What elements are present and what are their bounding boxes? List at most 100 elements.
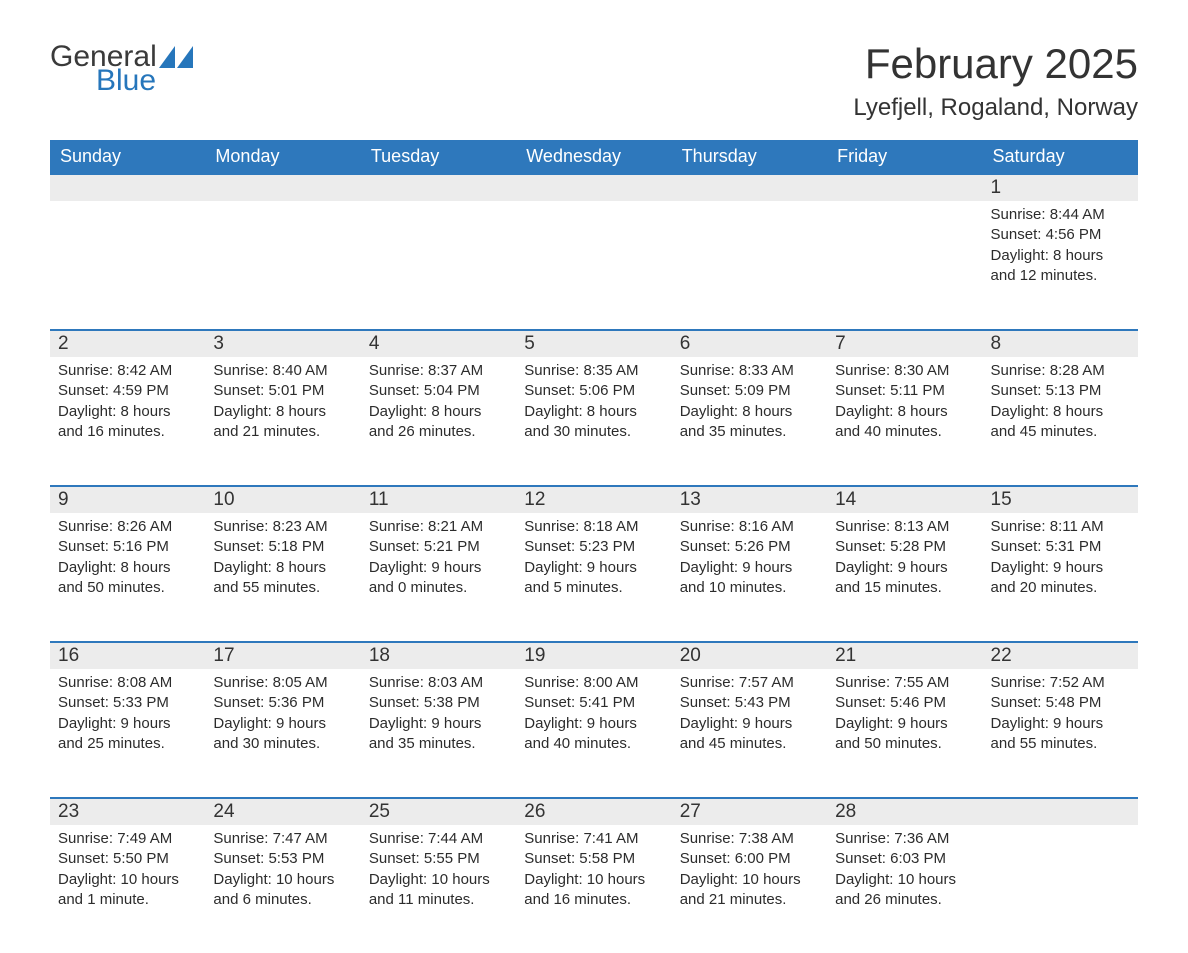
sunrise-text: Sunrise: 8:16 AM [680, 517, 819, 537]
daylight-text: Daylight: 9 hours and 25 minutes. [58, 714, 197, 755]
daylight-text: Daylight: 9 hours and 30 minutes. [213, 714, 352, 755]
day-number: 4 [361, 329, 516, 357]
day-content: Sunrise: 8:26 AMSunset: 5:16 PMDaylight:… [50, 513, 205, 612]
sunset-text: Sunset: 5:33 PM [58, 693, 197, 713]
sunset-text: Sunset: 5:55 PM [369, 849, 508, 869]
daylight-text: Daylight: 9 hours and 45 minutes. [680, 714, 819, 755]
weekday-header: Thursday [672, 140, 827, 173]
day-number [672, 173, 827, 201]
sunrise-text: Sunrise: 8:35 AM [524, 361, 663, 381]
sunrise-text: Sunrise: 8:18 AM [524, 517, 663, 537]
sunset-text: Sunset: 6:00 PM [680, 849, 819, 869]
day-content: Sunrise: 8:13 AMSunset: 5:28 PMDaylight:… [827, 513, 982, 612]
sunrise-text: Sunrise: 8:03 AM [369, 673, 508, 693]
sunset-text: Sunset: 5:16 PM [58, 537, 197, 557]
day-number: 18 [361, 641, 516, 669]
sunrise-text: Sunrise: 8:42 AM [58, 361, 197, 381]
daylight-text: Daylight: 9 hours and 15 minutes. [835, 558, 974, 599]
day-number: 5 [516, 329, 671, 357]
sunrise-text: Sunrise: 8:26 AM [58, 517, 197, 537]
sunrise-text: Sunrise: 7:52 AM [991, 673, 1130, 693]
day-content [983, 825, 1138, 843]
sunrise-text: Sunrise: 8:08 AM [58, 673, 197, 693]
day-number: 7 [827, 329, 982, 357]
day-number: 23 [50, 797, 205, 825]
sunset-text: Sunset: 5:09 PM [680, 381, 819, 401]
day-number: 15 [983, 485, 1138, 513]
day-content: Sunrise: 8:23 AMSunset: 5:18 PMDaylight:… [205, 513, 360, 612]
day-number: 20 [672, 641, 827, 669]
sunset-text: Sunset: 5:23 PM [524, 537, 663, 557]
sunrise-text: Sunrise: 8:21 AM [369, 517, 508, 537]
sunset-text: Sunset: 5:06 PM [524, 381, 663, 401]
daylight-text: Daylight: 9 hours and 35 minutes. [369, 714, 508, 755]
sunset-text: Sunset: 5:36 PM [213, 693, 352, 713]
day-content: Sunrise: 8:37 AMSunset: 5:04 PMDaylight:… [361, 357, 516, 456]
sunrise-text: Sunrise: 8:00 AM [524, 673, 663, 693]
day-number [50, 173, 205, 201]
day-content: Sunrise: 8:21 AMSunset: 5:21 PMDaylight:… [361, 513, 516, 612]
day-number [361, 173, 516, 201]
day-content: Sunrise: 8:11 AMSunset: 5:31 PMDaylight:… [983, 513, 1138, 612]
sunrise-text: Sunrise: 8:11 AM [991, 517, 1130, 537]
day-content: Sunrise: 8:42 AMSunset: 4:59 PMDaylight:… [50, 357, 205, 456]
daylight-text: Daylight: 9 hours and 40 minutes. [524, 714, 663, 755]
daylight-text: Daylight: 8 hours and 12 minutes. [991, 246, 1130, 287]
day-content [516, 201, 671, 219]
daylight-text: Daylight: 10 hours and 21 minutes. [680, 870, 819, 911]
day-content: Sunrise: 8:16 AMSunset: 5:26 PMDaylight:… [672, 513, 827, 612]
daylight-text: Daylight: 10 hours and 11 minutes. [369, 870, 508, 911]
sunset-text: Sunset: 5:01 PM [213, 381, 352, 401]
day-content: Sunrise: 8:33 AMSunset: 5:09 PMDaylight:… [672, 357, 827, 456]
day-number: 2 [50, 329, 205, 357]
daylight-text: Daylight: 9 hours and 20 minutes. [991, 558, 1130, 599]
header: General Blue February 2025 Lyefjell, Rog… [50, 40, 1138, 122]
day-content: Sunrise: 7:55 AMSunset: 5:46 PMDaylight:… [827, 669, 982, 768]
day-number: 16 [50, 641, 205, 669]
daylight-text: Daylight: 8 hours and 26 minutes. [369, 402, 508, 443]
sunrise-text: Sunrise: 8:40 AM [213, 361, 352, 381]
daylight-text: Daylight: 10 hours and 16 minutes. [524, 870, 663, 911]
brand-logo: General Blue [50, 40, 193, 98]
brand-flag-icon [159, 46, 193, 68]
calendar-header-row: SundayMondayTuesdayWednesdayThursdayFrid… [50, 140, 1138, 173]
daylight-text: Daylight: 8 hours and 16 minutes. [58, 402, 197, 443]
day-content [50, 201, 205, 219]
day-content [827, 201, 982, 219]
day-content: Sunrise: 8:03 AMSunset: 5:38 PMDaylight:… [361, 669, 516, 768]
daylight-text: Daylight: 9 hours and 5 minutes. [524, 558, 663, 599]
sunset-text: Sunset: 6:03 PM [835, 849, 974, 869]
sunset-text: Sunset: 5:28 PM [835, 537, 974, 557]
daylight-text: Daylight: 9 hours and 50 minutes. [835, 714, 974, 755]
day-number [983, 797, 1138, 825]
daylight-text: Daylight: 8 hours and 35 minutes. [680, 402, 819, 443]
daylight-text: Daylight: 9 hours and 10 minutes. [680, 558, 819, 599]
day-number: 13 [672, 485, 827, 513]
day-content: Sunrise: 7:38 AMSunset: 6:00 PMDaylight:… [672, 825, 827, 924]
sunset-text: Sunset: 5:21 PM [369, 537, 508, 557]
day-content: Sunrise: 8:30 AMSunset: 5:11 PMDaylight:… [827, 357, 982, 456]
month-title: February 2025 [853, 40, 1138, 88]
sunset-text: Sunset: 5:31 PM [991, 537, 1130, 557]
day-number: 21 [827, 641, 982, 669]
day-content: Sunrise: 7:44 AMSunset: 5:55 PMDaylight:… [361, 825, 516, 924]
day-number: 6 [672, 329, 827, 357]
sunset-text: Sunset: 5:43 PM [680, 693, 819, 713]
day-content: Sunrise: 7:52 AMSunset: 5:48 PMDaylight:… [983, 669, 1138, 768]
daylight-text: Daylight: 8 hours and 55 minutes. [213, 558, 352, 599]
sunrise-text: Sunrise: 8:30 AM [835, 361, 974, 381]
sunrise-text: Sunrise: 8:33 AM [680, 361, 819, 381]
day-number: 17 [205, 641, 360, 669]
sunrise-text: Sunrise: 8:28 AM [991, 361, 1130, 381]
day-number: 24 [205, 797, 360, 825]
day-number [516, 173, 671, 201]
day-number: 28 [827, 797, 982, 825]
sunrise-text: Sunrise: 7:38 AM [680, 829, 819, 849]
day-content: Sunrise: 7:41 AMSunset: 5:58 PMDaylight:… [516, 825, 671, 924]
sunrise-text: Sunrise: 7:44 AM [369, 829, 508, 849]
day-content: Sunrise: 8:28 AMSunset: 5:13 PMDaylight:… [983, 357, 1138, 456]
sunset-text: Sunset: 5:41 PM [524, 693, 663, 713]
day-content: Sunrise: 8:08 AMSunset: 5:33 PMDaylight:… [50, 669, 205, 768]
weekday-header: Saturday [983, 140, 1138, 173]
day-content: Sunrise: 7:57 AMSunset: 5:43 PMDaylight:… [672, 669, 827, 768]
